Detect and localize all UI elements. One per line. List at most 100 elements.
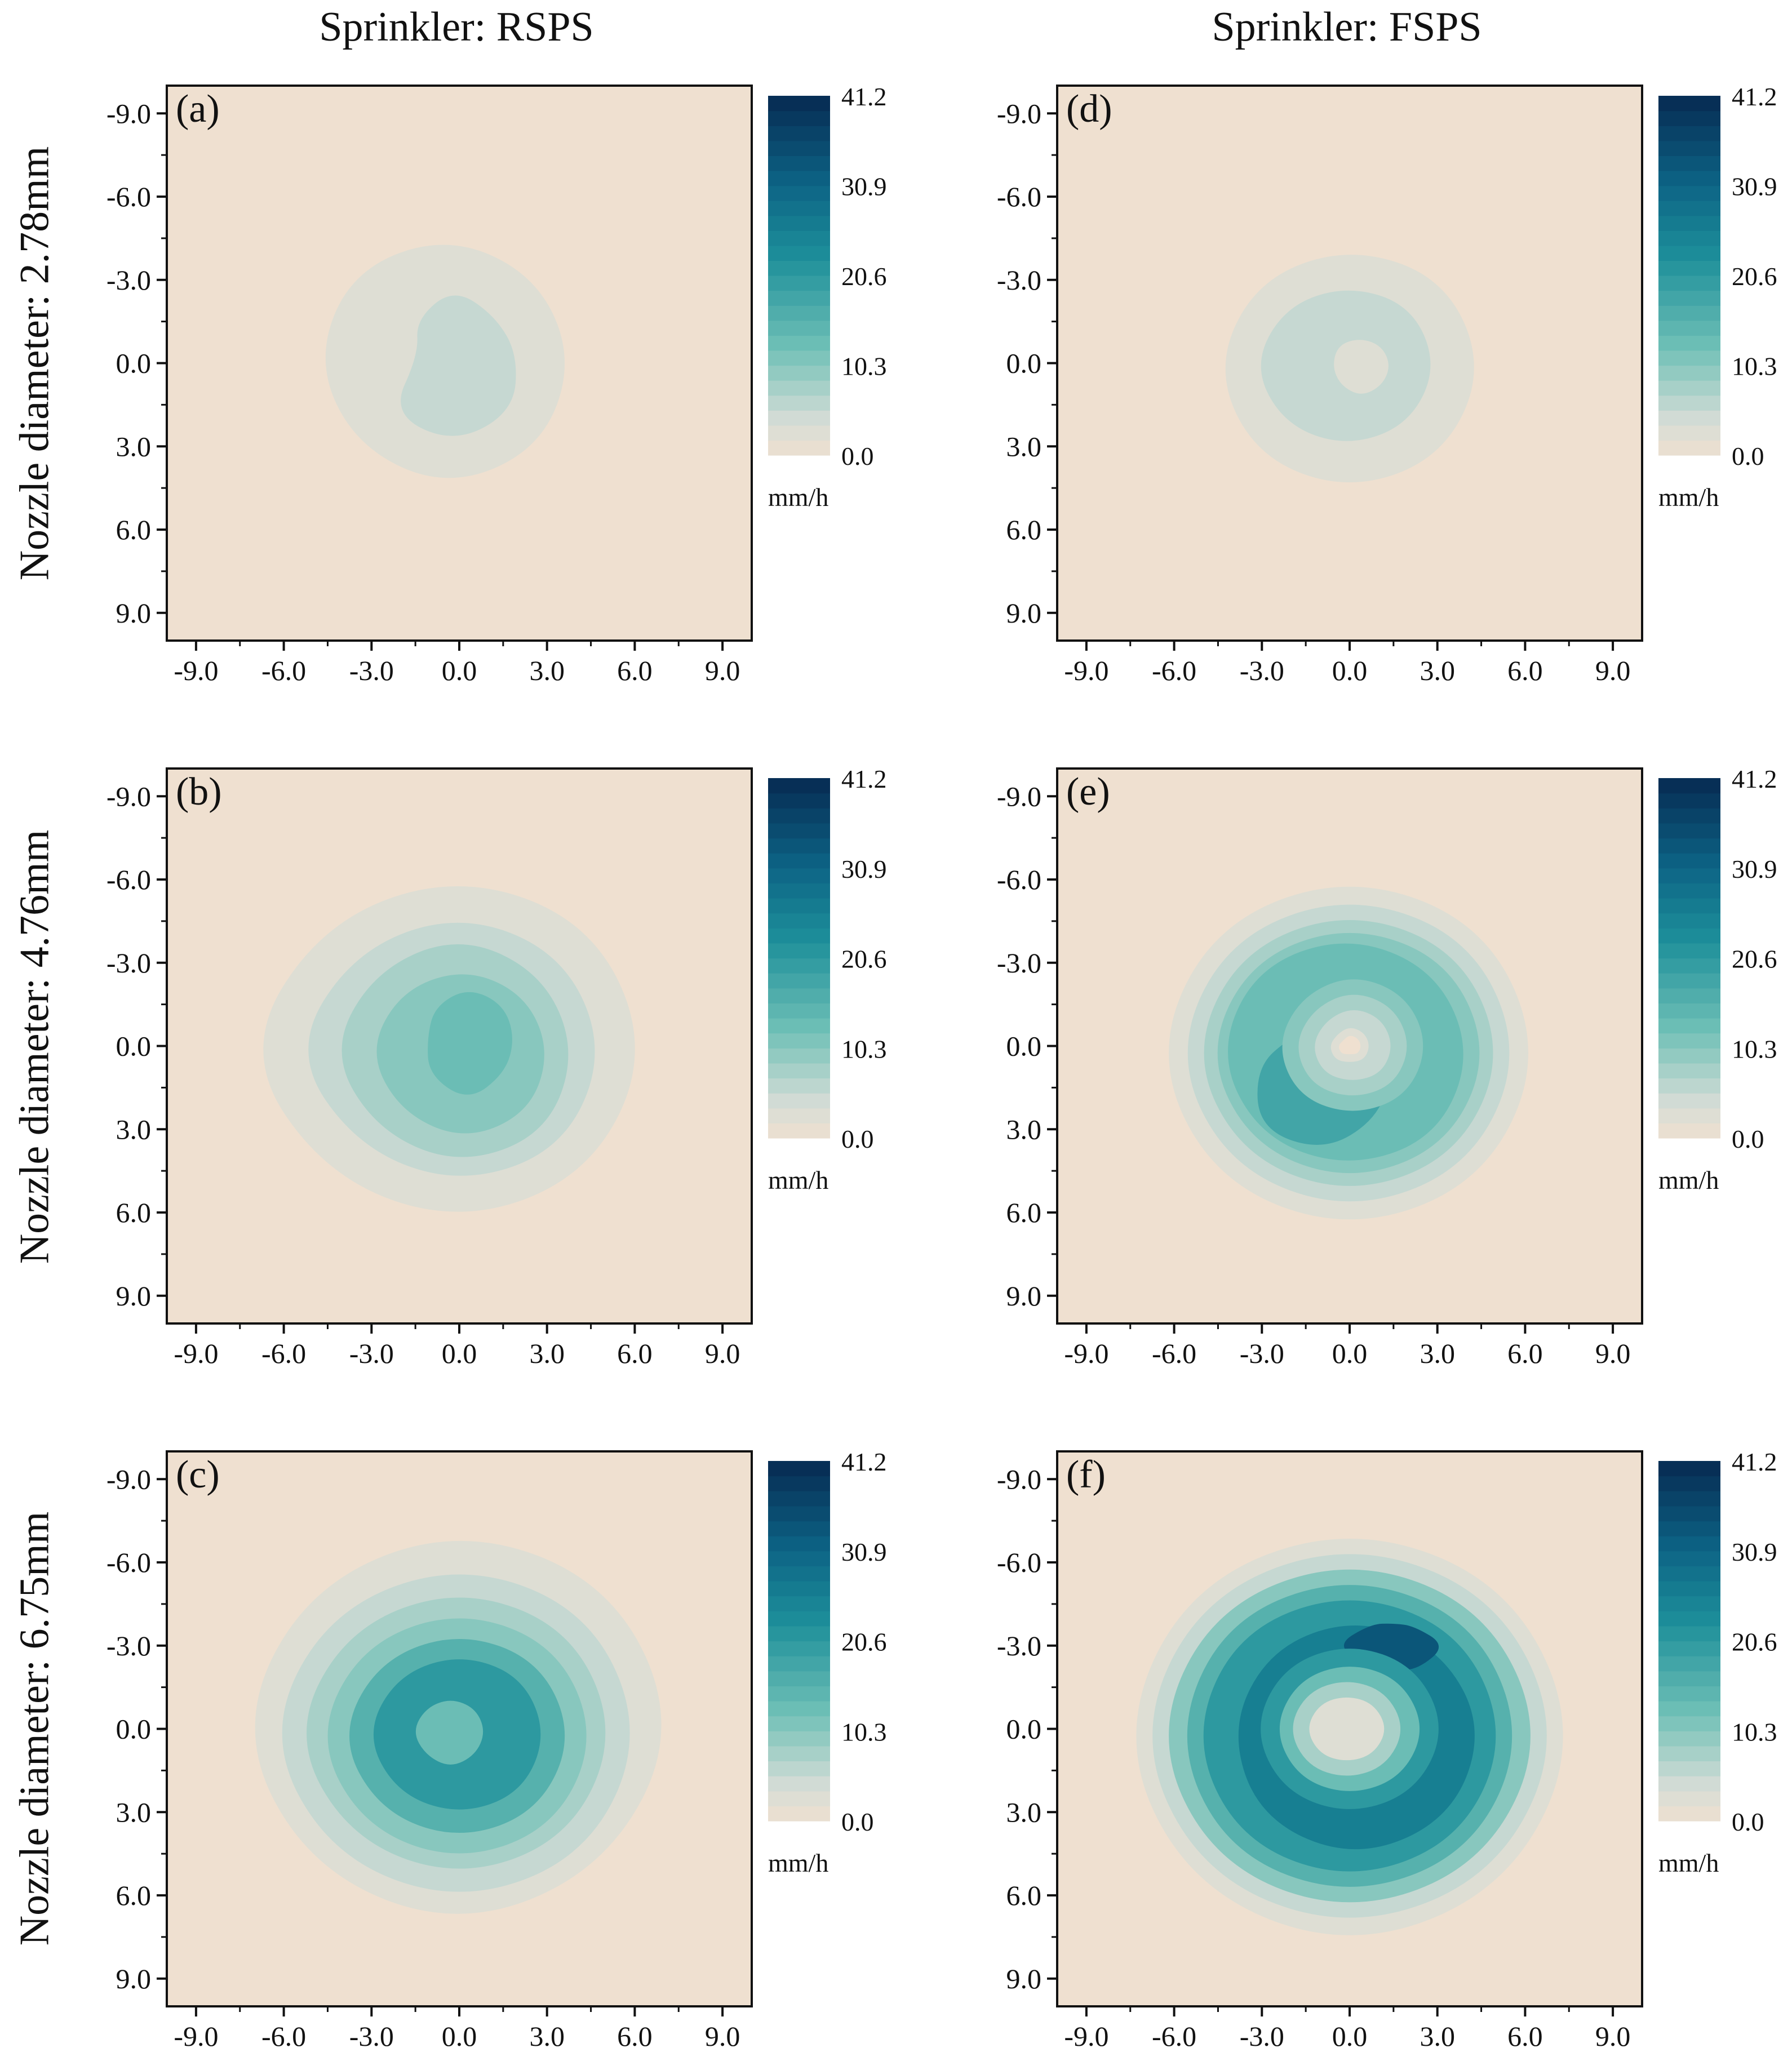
x-tick-label: -6.0 (1152, 2020, 1196, 2052)
x-tick-label: -6.0 (1152, 655, 1196, 686)
y-tick-label: -6.0 (997, 1547, 1041, 1578)
colorbar-band (1658, 230, 1720, 246)
colorbar-band (1658, 1761, 1720, 1776)
x-tick-label: 6.0 (617, 655, 653, 686)
y-tick-label: 6.0 (116, 1197, 152, 1228)
colorbar-band (768, 425, 830, 441)
x-tick-label: 3.0 (529, 1338, 565, 1369)
x-tick-label: 0.0 (1332, 2020, 1368, 2052)
colorbar-band (768, 1581, 830, 1597)
contour-band-10 (1339, 1036, 1361, 1055)
colorbar-tick-label: 0.0 (841, 1125, 874, 1153)
colorbar-band (1658, 1686, 1720, 1702)
contour-band-6 (415, 1700, 484, 1765)
colorbar-tick-label: 41.2 (1732, 1447, 1777, 1476)
y-tick-label: -6.0 (997, 864, 1041, 895)
colorbar-band (768, 1731, 830, 1747)
colorbar-band (1658, 1701, 1720, 1717)
colorbar-band (768, 1596, 830, 1611)
x-tick-label: 0.0 (1332, 1338, 1368, 1369)
contour-group (1225, 255, 1474, 483)
x-tick-label: 6.0 (617, 2020, 653, 2052)
colorbar-band (1658, 185, 1720, 201)
y-tick-label: 0.0 (1006, 1030, 1042, 1062)
colorbar-band (768, 1625, 830, 1642)
colorbar-band (1658, 260, 1720, 276)
colorbar-band (768, 973, 830, 989)
colorbar-band (1658, 1536, 1720, 1552)
x-tick-label: 3.0 (1420, 2020, 1455, 2052)
panel-d: -9.0 -6.0 -3.0 0.0 3.0 6.0 9.0 -9.0 -6.0 -3.0 0.0 3… (997, 82, 1777, 686)
colorbar-band (768, 853, 830, 869)
colorbar-band (1658, 1596, 1720, 1611)
colorbar-band (1658, 290, 1720, 306)
colorbar-band (768, 410, 830, 426)
colorbar-tick-label: 30.9 (1732, 855, 1777, 883)
colorbar-tick-label: 30.9 (1732, 1538, 1777, 1566)
y-tick-label: 6.0 (1006, 1197, 1042, 1228)
colorbar-band (768, 215, 830, 231)
colorbar-band (768, 928, 830, 944)
y-tick-label: 9.0 (1006, 1963, 1042, 1995)
colorbar-band (1658, 913, 1720, 929)
y-tick-label: -3.0 (107, 264, 151, 296)
colorbar-tick-label: 0.0 (841, 442, 874, 470)
colorbar-band (1658, 958, 1720, 974)
colorbar-band (768, 1776, 830, 1792)
colorbar-band (1658, 1625, 1720, 1642)
colorbar-tick-label: 10.3 (841, 1717, 887, 1746)
x-tick-label: -6.0 (261, 655, 306, 686)
y-tick-label: -9.0 (997, 1463, 1041, 1495)
x-tick-label: 9.0 (1595, 1338, 1631, 1369)
x-tick-label: -9.0 (174, 655, 218, 686)
colorbar-band (1658, 1093, 1720, 1109)
colorbar-band (768, 1505, 830, 1522)
column-header-fsps: Sprinkler: FSPS (1212, 4, 1482, 50)
colorbar-band (1658, 793, 1720, 809)
colorbar-band (1658, 1671, 1720, 1686)
y-tick-label: -6.0 (107, 181, 151, 212)
x-tick-label: 6.0 (617, 1338, 653, 1369)
y-tick-label: 0.0 (1006, 348, 1042, 379)
x-tick-label: 6.0 (1507, 1338, 1543, 1369)
colorbar-band (768, 260, 830, 276)
y-tick-label: -6.0 (107, 864, 151, 895)
colorbar-band (768, 898, 830, 914)
colorbar-band (768, 380, 830, 396)
colorbar-band (1658, 1033, 1720, 1049)
y-tick-label: -9.0 (107, 97, 151, 129)
x-tick-label: 0.0 (442, 1338, 477, 1369)
x-tick-label: -9.0 (174, 2020, 218, 2052)
colorbar-band (1658, 276, 1720, 291)
colorbar-band (1658, 110, 1720, 126)
colorbar-band (768, 276, 830, 291)
colorbar-band (1658, 1611, 1720, 1627)
contour-group (263, 886, 635, 1212)
colorbar-band (768, 1491, 830, 1507)
colorbar-band (768, 201, 830, 216)
colorbar-band (1658, 395, 1720, 411)
colorbar-band (768, 1745, 830, 1762)
contour-band-10 (1309, 1697, 1385, 1761)
colorbar-band (1658, 156, 1720, 171)
y-tick-label: -3.0 (997, 947, 1041, 979)
colorbar-band (768, 1063, 830, 1079)
y-tick-label: 3.0 (1006, 1113, 1042, 1145)
colorbar-band (768, 140, 830, 156)
colorbar-band (1658, 245, 1720, 261)
x-tick-label: -3.0 (349, 1338, 394, 1369)
y-tick-label: -6.0 (107, 1547, 151, 1578)
colorbar-band (1658, 380, 1720, 396)
colorbar-band (768, 110, 830, 126)
colorbar-band (768, 1018, 830, 1034)
colorbar-band (768, 1566, 830, 1582)
colorbar-tick-label: 20.6 (841, 1628, 887, 1656)
colorbar-tick-label: 30.9 (1732, 172, 1777, 201)
colorbar-band (768, 126, 830, 141)
colorbar-band (1658, 1791, 1720, 1806)
colorbar-band (1658, 838, 1720, 854)
colorbar-tick-label: 0.0 (1732, 1125, 1764, 1153)
colorbar-band (1658, 1776, 1720, 1792)
colorbar-band (768, 1536, 830, 1552)
